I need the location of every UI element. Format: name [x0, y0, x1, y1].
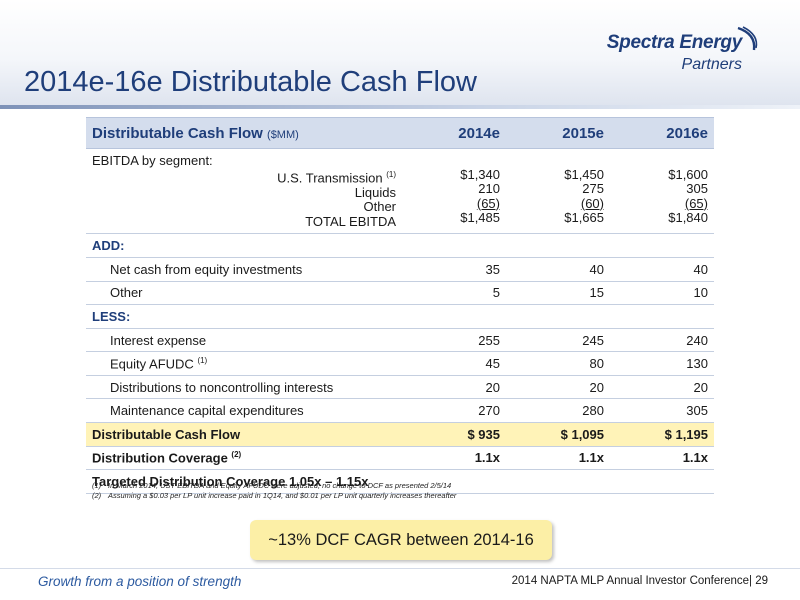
row-value: 280	[506, 398, 610, 424]
footnotes: (1) In March 2014, UST EBITDA and Equity …	[92, 481, 456, 500]
row-label: Equity AFUDC (1)	[86, 351, 402, 376]
row-value: 40	[610, 257, 714, 282]
footnote: (1) In March 2014, UST EBITDA and Equity …	[92, 481, 452, 490]
row-value: 20	[402, 375, 506, 400]
row-value: 40	[506, 257, 610, 282]
less-label: LESS:	[86, 304, 714, 329]
row-value: 35	[402, 257, 506, 282]
dcf-value: $ 935	[402, 422, 506, 447]
footer-conference: 2014 NAPTA MLP Annual Investor Conferenc…	[511, 575, 768, 587]
add-label: ADD:	[86, 233, 714, 258]
segment-value: (65)	[684, 195, 708, 211]
table-row: Interest expense 255 245 240	[86, 328, 714, 353]
row-value: 255	[402, 328, 506, 353]
row-value: 20	[610, 375, 714, 400]
ebitda-values-col: $1,340 210 (65) $1,485	[402, 148, 506, 235]
targeted-coverage-label: Targeted Distribution Coverage 1.05x – 1…	[86, 469, 714, 494]
logo-wordmark: Spectra Energy	[606, 32, 743, 53]
row-value: 80	[506, 351, 610, 376]
dcf-value: $ 1,095	[506, 422, 610, 447]
row-value: 245	[506, 328, 610, 353]
segment-value: $1,840	[668, 210, 708, 225]
coverage-label: Distribution Coverage (2)	[86, 446, 402, 471]
year-header: 2014e	[402, 117, 506, 149]
row-value: 15	[506, 281, 610, 306]
coverage-value: 1.1x	[610, 446, 714, 471]
segment-label: TOTAL EBITDA	[305, 213, 396, 229]
segment-label: Other	[363, 199, 396, 215]
ebitda-heading: EBITDA by segment:	[92, 153, 213, 168]
row-label: Interest expense	[86, 328, 402, 353]
footer: Growth from a position of strength 2014 …	[0, 568, 800, 600]
segment-value: 275	[582, 181, 604, 196]
row-value: 45	[402, 351, 506, 376]
header-rule	[0, 105, 800, 109]
row-value: 130	[610, 351, 714, 376]
ebitda-values-col: $1,450 275 (60) $1,665	[506, 148, 610, 235]
coverage-value: 1.1x	[402, 446, 506, 471]
logo-swoosh-icon	[737, 26, 758, 51]
table-row: Equity AFUDC (1) 45 80 130	[86, 351, 714, 376]
segment-value: $1,450	[564, 166, 604, 182]
segment-value: $1,340	[460, 166, 500, 182]
less-section-row: LESS:	[86, 304, 714, 329]
segment-value: (60)	[580, 195, 604, 211]
row-label: Other	[86, 281, 402, 306]
segment-value: 305	[686, 181, 708, 196]
row-value: 20	[506, 375, 610, 400]
logo-subtitle: Partners	[681, 56, 742, 73]
segment-value: $1,485	[460, 210, 500, 225]
footnote: (2) Assuming a $0.03 per LP unit increase…	[92, 490, 457, 500]
footer-tagline: Growth from a position of strength	[38, 574, 242, 589]
ebitda-values-col: $1,600 305 (65) $1,840	[610, 148, 714, 235]
page-title: 2014e-16e Distributable Cash Flow	[24, 66, 477, 98]
row-value: 5	[402, 281, 506, 306]
footer-divider	[0, 568, 800, 569]
dcf-label: Distributable Cash Flow	[86, 422, 402, 447]
row-value: 270	[402, 398, 506, 424]
footnote-ref: (2)	[231, 450, 242, 460]
header-band	[0, 0, 800, 108]
coverage-row: Distribution Coverage (2) 1.1x 1.1x 1.1x	[86, 446, 714, 471]
add-section-row: ADD:	[86, 233, 714, 258]
segment-label: U.S. Transmission (1)	[277, 170, 396, 186]
row-label: Maintenance capital expenditures	[86, 398, 402, 424]
cagr-callout: ~13% DCF CAGR between 2014-16	[250, 520, 552, 560]
row-value: 305	[610, 398, 714, 424]
segment-label: Liquids	[354, 184, 396, 200]
year-header: 2016e	[610, 117, 714, 149]
table-unit: ($MM)	[267, 128, 299, 141]
table-row: Other 5 15 10	[86, 281, 714, 306]
targeted-coverage-row: Targeted Distribution Coverage 1.05x – 1…	[86, 469, 714, 494]
row-label: Distributions to noncontrolling interest…	[86, 375, 402, 400]
table-row: Distributions to noncontrolling interest…	[86, 375, 714, 400]
table-title: Distributable Cash Flow	[92, 124, 263, 142]
year-header: 2015e	[506, 117, 610, 149]
table-row: Net cash from equity investments 35 40 4…	[86, 257, 714, 282]
footnote-ref: (1)	[197, 355, 208, 365]
dcf-table: Distributable Cash Flow ($MM) 2014e 2015…	[86, 117, 714, 494]
dcf-table-container: Distributable Cash Flow ($MM) 2014e 2015…	[86, 117, 714, 494]
ebitda-block: EBITDA by segment: U.S. Transmission (1)…	[86, 148, 714, 235]
row-value: 10	[610, 281, 714, 306]
table-row: Maintenance capital expenditures 270 280…	[86, 398, 714, 424]
ebitda-labels: EBITDA by segment: U.S. Transmission (1)…	[86, 148, 402, 235]
row-value: 240	[610, 328, 714, 353]
segment-value: $1,665	[564, 210, 604, 225]
dcf-total-row: Distributable Cash Flow $ 935 $ 1,095 $ …	[86, 422, 714, 447]
company-logo: Spectra Energy Partners	[606, 24, 760, 80]
segment-value: $1,600	[668, 166, 708, 182]
table-title-cell: Distributable Cash Flow ($MM)	[86, 117, 402, 149]
coverage-value: 1.1x	[506, 446, 610, 471]
table-header-row: Distributable Cash Flow ($MM) 2014e 2015…	[86, 117, 714, 149]
segment-value: 210	[478, 181, 500, 196]
dcf-value: $ 1,195	[610, 422, 714, 447]
row-label: Net cash from equity investments	[86, 257, 402, 282]
segment-value: (65)	[476, 195, 500, 211]
